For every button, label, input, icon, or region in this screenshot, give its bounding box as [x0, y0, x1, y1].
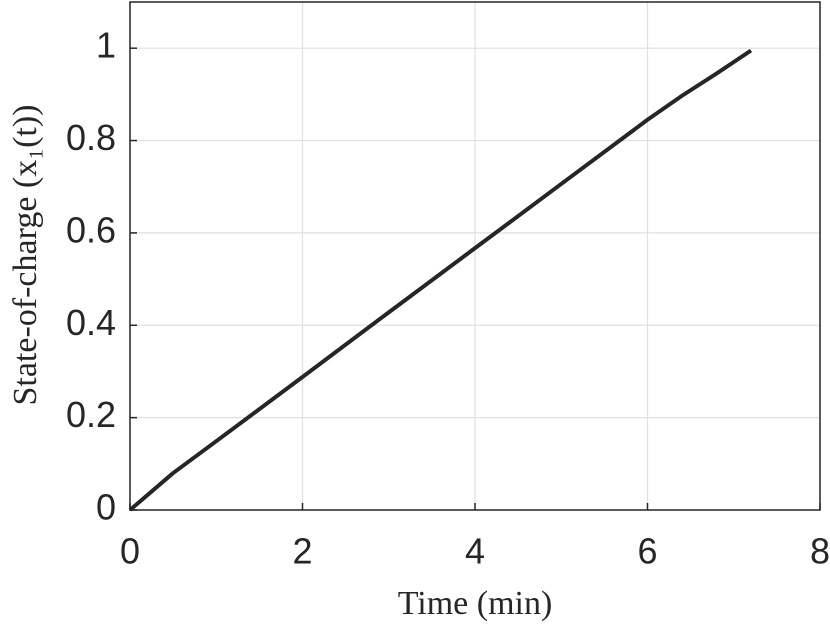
y-tick-label: 0.8 [66, 117, 116, 158]
x-tick-label: 6 [637, 531, 657, 572]
y-axis-label: State-of-charge (x₁(t)) [7, 104, 44, 405]
y-tick-label: 0.6 [66, 209, 116, 250]
y-tick-label: 0.2 [66, 394, 116, 435]
data-line [128, 48, 753, 512]
plot-frame [129, 1, 821, 511]
x-tick-label: 2 [292, 531, 312, 572]
x-tick-label: 0 [120, 531, 140, 572]
y-tick-label: 1 [96, 25, 116, 66]
y-tick-label: 0.4 [66, 302, 116, 343]
x-axis-label: Time (min) [398, 585, 553, 622]
y-tick-label: 0 [96, 487, 116, 528]
x-tick-label: 8 [810, 531, 830, 572]
x-tick-label: 4 [465, 531, 485, 572]
